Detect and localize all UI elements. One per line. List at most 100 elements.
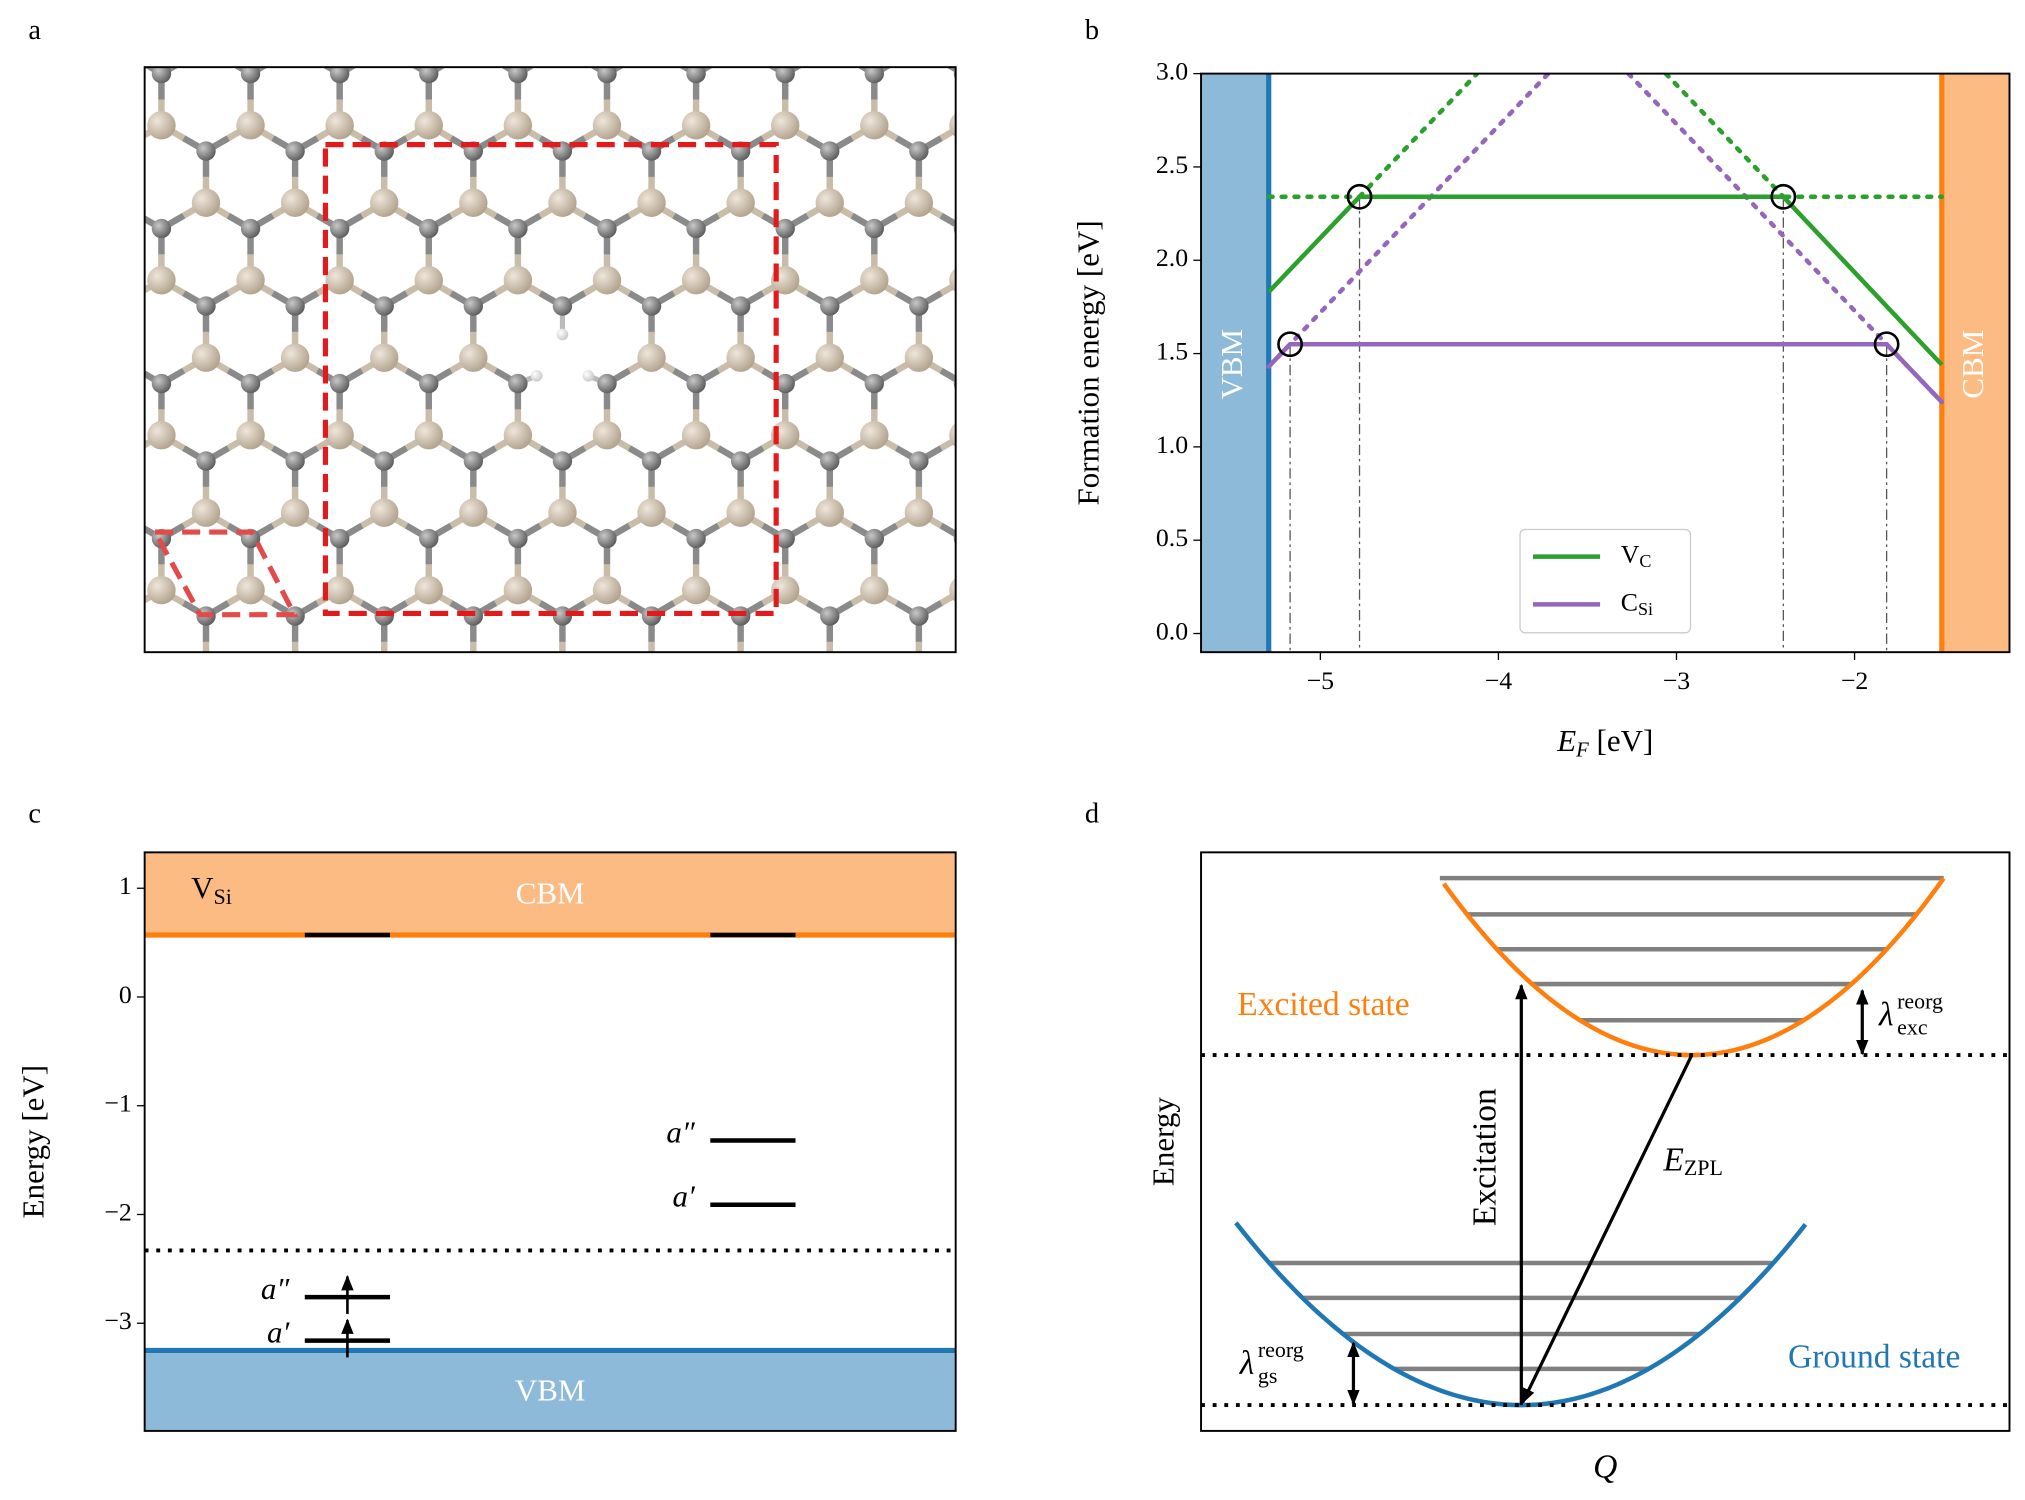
- bond: [963, 280, 985, 293]
- dotted-extension: [1357, 73, 1480, 200]
- bond: [919, 668, 941, 681]
- c-atom: [329, 528, 350, 549]
- bond: [939, 367, 956, 383]
- x-axis-label: EF [eV]: [1556, 723, 1653, 761]
- bond: [963, 745, 985, 758]
- si-atom: [503, 111, 533, 140]
- lambda-sub: exc: [1897, 1014, 1928, 1039]
- bond: [362, 668, 384, 681]
- c-atom: [419, 528, 439, 549]
- bond: [585, 745, 607, 758]
- x-label-unit: [eV]: [1597, 723, 1654, 758]
- c-atom: [151, 67, 172, 84]
- si-atom: [637, 498, 666, 527]
- bond: [473, 668, 495, 681]
- x-tick-label: −4: [1485, 666, 1513, 695]
- si-atom: [459, 34, 487, 62]
- bond: [830, 668, 852, 681]
- bond: [95, 48, 117, 61]
- c-atom: [552, 451, 573, 471]
- bond: [674, 745, 696, 758]
- c-atom: [820, 451, 840, 471]
- bond: [562, 668, 584, 681]
- bond: [830, 48, 852, 61]
- lambda-sup: reorg: [1258, 1337, 1304, 1362]
- c-atom: [196, 0, 215, 6]
- si-atom: [415, 731, 443, 759]
- si-atom: [681, 111, 711, 140]
- si-atom: [103, 653, 131, 681]
- bond: [652, 48, 674, 61]
- bond: [741, 758, 763, 771]
- si-atom: [548, 498, 577, 527]
- bond: [696, 745, 718, 758]
- y-tick-label: −1: [104, 1089, 131, 1118]
- bond: [117, 513, 139, 526]
- c-atom: [508, 684, 527, 703]
- c-atom: [196, 451, 216, 471]
- si-atom: [414, 421, 443, 450]
- y-tick-label: −2: [104, 1197, 131, 1226]
- c-atom: [553, 0, 572, 6]
- bond: [939, 522, 956, 538]
- level-label: a′: [267, 1315, 290, 1350]
- c-atom: [374, 296, 394, 316]
- c-atom: [597, 218, 617, 239]
- si-atom: [592, 421, 622, 450]
- c-atom: [374, 451, 394, 471]
- c-atom: [240, 373, 261, 394]
- bond: [652, 668, 674, 681]
- bond: [95, 668, 117, 681]
- si-atom: [103, 34, 131, 62]
- c-atom: [196, 141, 216, 161]
- c-atom: [240, 218, 261, 239]
- bond: [384, 668, 406, 681]
- bond: [429, 681, 451, 694]
- c-atom: [152, 684, 171, 703]
- c-atom: [686, 67, 706, 84]
- c-atom: [419, 218, 439, 239]
- bond: [986, 758, 1008, 771]
- si-atom: [905, 653, 933, 681]
- y-tick-label: 2.0: [1156, 243, 1188, 272]
- si-atom: [103, 344, 131, 372]
- c-atom: [820, 606, 840, 626]
- c-atom: [954, 684, 973, 703]
- bond: [317, 745, 339, 758]
- level-label: a″: [261, 1271, 290, 1306]
- bond: [117, 448, 139, 461]
- vbm-label: VBM: [1214, 329, 1249, 400]
- c-atom: [775, 373, 795, 394]
- c-atom: [107, 296, 126, 315]
- bond: [117, 48, 139, 61]
- si-atom: [592, 266, 622, 295]
- bond: [161, 745, 183, 758]
- bond: [540, 668, 562, 681]
- c-atom: [285, 141, 305, 161]
- si-atom: [503, 421, 533, 450]
- bond: [95, 358, 117, 371]
- excited-label: Excited state: [1237, 986, 1409, 1023]
- c-atom: [775, 67, 795, 84]
- bond: [518, 681, 540, 694]
- c-atom: [329, 67, 350, 84]
- c-atom: [731, 0, 750, 6]
- panel-label: c: [28, 799, 41, 830]
- y-tick-label: 2.5: [1156, 150, 1188, 179]
- si-atom: [860, 575, 889, 605]
- y-axis-label: Energy: [1145, 1097, 1180, 1186]
- c-atom: [597, 373, 617, 394]
- c-atom: [107, 0, 126, 6]
- bond: [95, 203, 117, 216]
- si-atom: [459, 653, 487, 681]
- y-tick-label: 0.0: [1156, 616, 1188, 645]
- si-atom: [370, 188, 399, 217]
- cbm-band: [1941, 73, 2010, 653]
- bond: [986, 448, 1008, 461]
- c-atom: [641, 451, 662, 471]
- si-atom: [904, 343, 934, 372]
- c-atom: [463, 296, 484, 316]
- si-atom: [281, 34, 309, 62]
- si-atom: [370, 34, 398, 62]
